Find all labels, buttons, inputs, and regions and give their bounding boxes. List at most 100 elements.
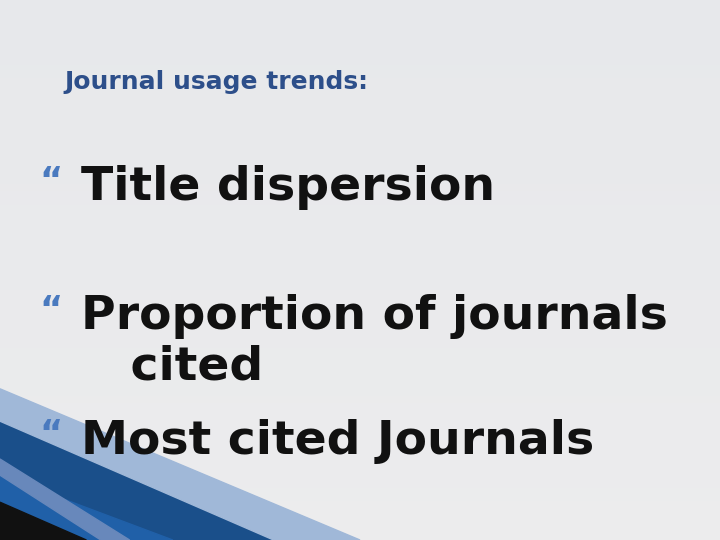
- Bar: [0, 76, 720, 77]
- Bar: [0, 34, 720, 36]
- Bar: [0, 333, 720, 335]
- Bar: [0, 266, 720, 268]
- Bar: [0, 274, 720, 275]
- Bar: [0, 498, 720, 501]
- Bar: [0, 263, 720, 265]
- Bar: [0, 193, 720, 194]
- Bar: [0, 160, 720, 162]
- Bar: [0, 239, 720, 241]
- Bar: [0, 29, 720, 31]
- Text: Journal usage trends:: Journal usage trends:: [65, 70, 369, 94]
- Bar: [0, 189, 720, 191]
- Bar: [0, 18, 720, 20]
- Bar: [0, 286, 720, 288]
- Bar: [0, 12, 720, 15]
- Bar: [0, 454, 720, 455]
- Bar: [0, 434, 720, 436]
- Bar: [0, 306, 720, 308]
- Bar: [0, 110, 720, 112]
- Bar: [0, 135, 720, 137]
- Bar: [0, 382, 720, 383]
- Bar: [0, 455, 720, 457]
- Bar: [0, 529, 720, 531]
- Bar: [0, 387, 720, 389]
- Bar: [0, 477, 720, 479]
- Bar: [0, 497, 720, 498]
- Bar: [0, 326, 720, 328]
- Bar: [0, 155, 720, 157]
- Bar: [0, 525, 720, 528]
- Bar: [0, 281, 720, 282]
- Bar: [0, 414, 720, 416]
- Bar: [0, 173, 720, 174]
- Bar: [0, 346, 720, 347]
- Bar: [0, 441, 720, 443]
- Bar: [0, 439, 720, 441]
- Bar: [0, 344, 720, 346]
- Bar: [0, 288, 720, 290]
- Text: “: “: [40, 165, 63, 199]
- Bar: [0, 216, 720, 218]
- Bar: [0, 92, 720, 93]
- Bar: [0, 398, 720, 400]
- Bar: [0, 49, 720, 50]
- Bar: [0, 401, 720, 403]
- Bar: [0, 96, 720, 97]
- Bar: [0, 427, 720, 428]
- Bar: [0, 501, 720, 502]
- Bar: [0, 241, 720, 243]
- Bar: [0, 524, 720, 525]
- Bar: [0, 79, 720, 81]
- Bar: [0, 70, 720, 72]
- Bar: [0, 131, 720, 133]
- Bar: [0, 410, 720, 412]
- Bar: [0, 297, 720, 299]
- Bar: [0, 481, 720, 482]
- Bar: [0, 47, 720, 49]
- Bar: [0, 54, 720, 56]
- Bar: [0, 178, 720, 180]
- Bar: [0, 308, 720, 309]
- Bar: [0, 412, 720, 414]
- Bar: [0, 252, 720, 254]
- Bar: [0, 277, 720, 279]
- Bar: [0, 447, 720, 448]
- Bar: [0, 396, 720, 398]
- Bar: [0, 236, 720, 238]
- Bar: [0, 302, 720, 304]
- Bar: [0, 420, 720, 421]
- Bar: [0, 304, 720, 306]
- Bar: [0, 367, 720, 369]
- Bar: [0, 42, 720, 43]
- Bar: [0, 137, 720, 139]
- Bar: [0, 147, 720, 150]
- Bar: [0, 407, 720, 409]
- Bar: [0, 182, 720, 184]
- Bar: [0, 479, 720, 481]
- Bar: [0, 466, 720, 468]
- Bar: [0, 139, 720, 140]
- Bar: [0, 268, 720, 270]
- Bar: [0, 104, 720, 106]
- Bar: [0, 221, 720, 223]
- Bar: [0, 491, 720, 493]
- Bar: [0, 164, 720, 166]
- Bar: [0, 126, 720, 128]
- Bar: [0, 0, 720, 2]
- Bar: [0, 313, 720, 315]
- Bar: [0, 403, 720, 405]
- Bar: [0, 171, 720, 173]
- Bar: [0, 320, 720, 322]
- Bar: [0, 7, 720, 9]
- Bar: [0, 360, 720, 362]
- Bar: [0, 430, 720, 432]
- Bar: [0, 339, 720, 340]
- Bar: [0, 124, 720, 126]
- Bar: [0, 140, 720, 142]
- Bar: [0, 88, 720, 90]
- Bar: [0, 290, 720, 292]
- Bar: [0, 205, 720, 207]
- Bar: [0, 409, 720, 410]
- Bar: [0, 247, 720, 248]
- Bar: [0, 522, 720, 524]
